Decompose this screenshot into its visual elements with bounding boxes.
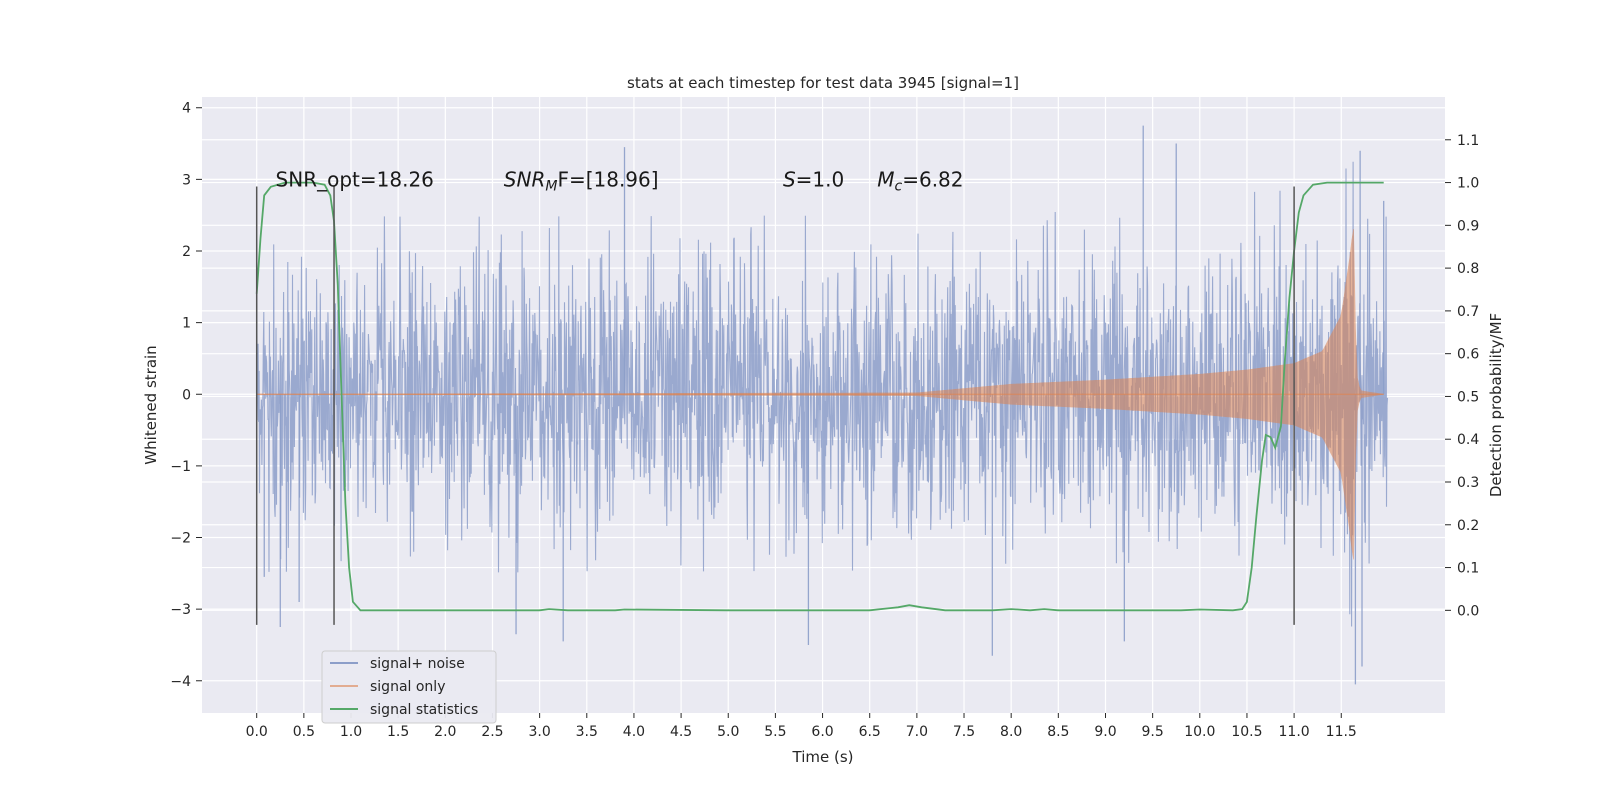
x-tick-label: 9.5 <box>1142 724 1164 740</box>
y-tick-label: 2 <box>182 244 191 260</box>
x-tick-label: 2.5 <box>481 724 503 740</box>
x-tick-label: 0.0 <box>246 724 268 740</box>
y2-tick-label: 0.2 <box>1457 518 1479 534</box>
annotation-subscript: M <box>545 178 557 194</box>
y2-tick-label: 0.8 <box>1457 261 1479 277</box>
legend-box <box>321 650 497 724</box>
annotation-tail: =1.0 <box>796 167 845 191</box>
x-tick-label: 9.0 <box>1094 724 1116 740</box>
y2-tick-label: 0.6 <box>1457 347 1479 363</box>
annotation-head: SNR <box>504 167 546 191</box>
y-axis-ticks: 4 3 2 1 0 −1 −2 −3 −4 <box>170 101 202 690</box>
x-tick-label: 4.5 <box>670 724 692 740</box>
y-tick-label: −1 <box>170 459 191 475</box>
x-tick-label: 5.5 <box>764 724 786 740</box>
y-tick-label: 1 <box>182 316 191 332</box>
x-tick-label: 11.5 <box>1326 724 1357 740</box>
x-tick-label: 3.5 <box>576 724 598 740</box>
x-tick-label: 2.0 <box>434 724 456 740</box>
series-signal-statistics-line <box>255 181 1384 612</box>
annotation-text: Mc=6.82 <box>877 167 963 194</box>
annotation-text: S=1.0 <box>783 167 844 191</box>
x-tick-label: 6.0 <box>811 724 833 740</box>
annotation-head: SNR_opt=18.26 <box>276 167 434 191</box>
x-tick-label: 3.0 <box>528 724 550 740</box>
x-tick-label: 4.0 <box>623 724 645 740</box>
legend-label-signal-statistics: signal statistics <box>370 702 478 718</box>
y2-tick-label: 0.3 <box>1457 475 1479 491</box>
x-tick-label: 1.5 <box>387 724 409 740</box>
y-tick-label: −2 <box>170 531 191 547</box>
x-tick-label: 7.5 <box>953 724 975 740</box>
x-tick-label: 11.0 <box>1279 724 1310 740</box>
y2-tick-label: 0.9 <box>1457 218 1479 234</box>
y2-tick-label: 0.1 <box>1457 561 1479 577</box>
y2-tick-label: 1.1 <box>1457 133 1479 149</box>
x-tick-label: 1.0 <box>340 724 362 740</box>
annotation-head: M <box>877 167 894 191</box>
x-tick-label: 10.5 <box>1231 724 1262 740</box>
annotation-text: SNRMF=[18.96] <box>504 167 659 194</box>
x-tick-label: 8.5 <box>1047 724 1069 740</box>
x-tick-label: 7.0 <box>906 724 928 740</box>
y-axis-label: Whitened strain <box>142 345 160 464</box>
y2-tick-label: 0.5 <box>1457 389 1479 405</box>
series-signal-noise-line <box>256 161 1389 627</box>
x-tick-label: 8.0 <box>1000 724 1022 740</box>
y-tick-label: 4 <box>182 101 191 117</box>
x-tick-label: 6.5 <box>859 724 881 740</box>
x-tick-label: 0.5 <box>293 724 315 740</box>
y-tick-label: −4 <box>170 674 191 690</box>
annotations: SNR_opt=18.26 SNRMF=[18.96] S=1.0 Mc=6.82 <box>276 167 964 194</box>
legend: signal+ noise signal only signal statist… <box>321 650 497 724</box>
y-tick-label: 3 <box>182 172 191 188</box>
legend-label-signal-only: signal only <box>370 679 445 695</box>
x-tick-label: 5.0 <box>717 724 739 740</box>
annotation-tail: =6.82 <box>902 167 963 191</box>
x-axis-ticks: 0.0 0.5 1.0 1.5 2.0 2.5 3.0 3.5 4.0 4.5 5.0 5.5 6.0 6… <box>246 713 1357 740</box>
y2-tick-label: 0.0 <box>1457 603 1479 619</box>
y2-tick-label: 0.7 <box>1457 304 1479 320</box>
legend-label-signal-noise: signal+ noise <box>370 656 465 672</box>
series-layer <box>255 125 1389 685</box>
annotation-text: SNR_opt=18.26 <box>276 167 434 191</box>
annotation-subscript: c <box>895 178 903 194</box>
y-tick-label: 0 <box>182 387 191 403</box>
annotation-head: S <box>783 167 796 191</box>
y2-tick-label: 0.4 <box>1457 432 1479 448</box>
vertical-markers <box>255 186 1295 625</box>
y-tick-label: −3 <box>170 602 191 618</box>
annotation-tail: F=[18.96] <box>557 167 658 191</box>
x-axis-label: Time (s) <box>792 748 854 766</box>
y2-axis-label: Detection probability/MF <box>1487 313 1505 497</box>
x-tick-label: 10.0 <box>1184 724 1215 740</box>
chart-title: stats at each timestep for test data 394… <box>627 74 1019 92</box>
y2-axis-ticks: 1.1 1.0 0.9 0.8 0.7 0.6 0.5 0.4 0.3 0.2 0.1 0.0 <box>1445 133 1479 619</box>
y2-tick-label: 1.0 <box>1457 176 1479 192</box>
